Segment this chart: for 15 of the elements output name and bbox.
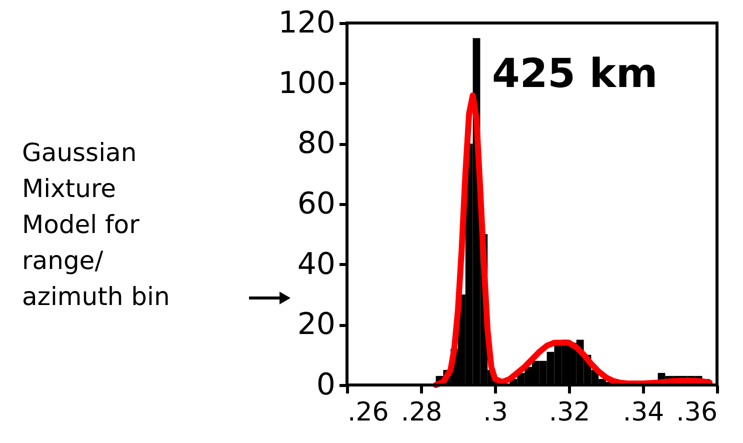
x-tick-label: .36 (676, 398, 718, 428)
text: Gaussian Mixture Model for range/ azimuth bin (22, 138, 170, 311)
y-tick-label: 60 (297, 186, 336, 222)
x-tick-label: .32 (548, 398, 590, 428)
y-tick-label: 20 (297, 307, 336, 342)
x-tick-label: .3 (483, 398, 508, 428)
x-tick-label: .26 (348, 398, 389, 428)
y-tick-label: 80 (297, 126, 336, 162)
y-tick-label: 40 (297, 246, 336, 282)
y-tick-label: 0 (316, 368, 336, 402)
y-tick-label: 120 (278, 6, 336, 40)
x-tick-label: .34 (622, 398, 664, 428)
x-tick-label: .28 (400, 398, 442, 428)
text: 425 km (492, 51, 658, 97)
y-tick-label: 100 (278, 66, 336, 101)
